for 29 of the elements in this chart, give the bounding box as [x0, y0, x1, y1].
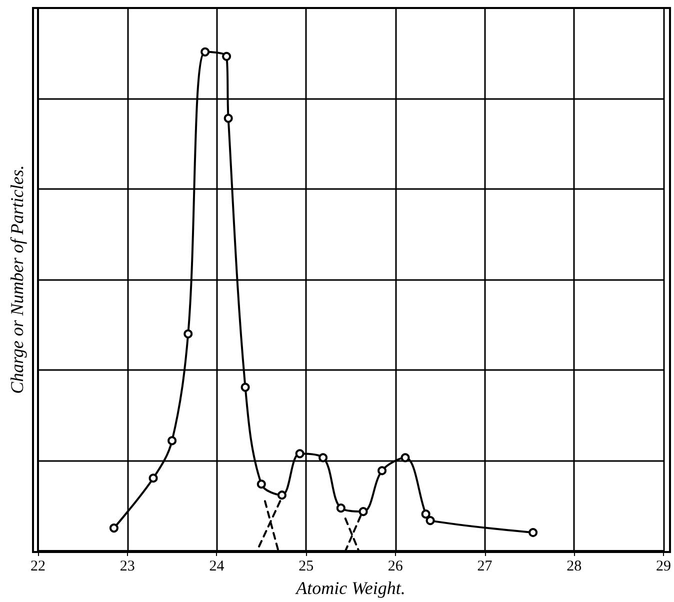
point: [528, 528, 538, 538]
x-tick-label: 29: [656, 558, 671, 574]
point: [184, 329, 193, 338]
point: [426, 516, 435, 526]
point: [222, 52, 232, 61]
point: [400, 453, 410, 462]
point: [168, 436, 177, 446]
x-tick-label: 28: [566, 558, 582, 574]
x-tick-label: 27: [477, 558, 493, 574]
point: [148, 474, 158, 483]
point: [256, 480, 266, 489]
x-tick-label: 24: [209, 558, 225, 574]
point: [224, 114, 233, 123]
point: [109, 524, 118, 533]
point: [358, 507, 368, 516]
point: [277, 490, 286, 500]
point: [378, 466, 387, 476]
x-tick-label: 26: [388, 558, 404, 574]
x-axis-title: Atomic Weight.: [295, 578, 406, 598]
point: [295, 449, 304, 458]
point: [336, 504, 346, 513]
point: [240, 382, 250, 392]
x-tick-label: 22: [30, 558, 46, 574]
x-tick-label: 23: [120, 558, 135, 574]
x-tick-label: 25: [298, 558, 314, 574]
point: [318, 453, 328, 462]
point: [200, 47, 210, 56]
point: [421, 510, 430, 519]
y-axis-title: Charge or Number of Particles.: [7, 165, 27, 394]
